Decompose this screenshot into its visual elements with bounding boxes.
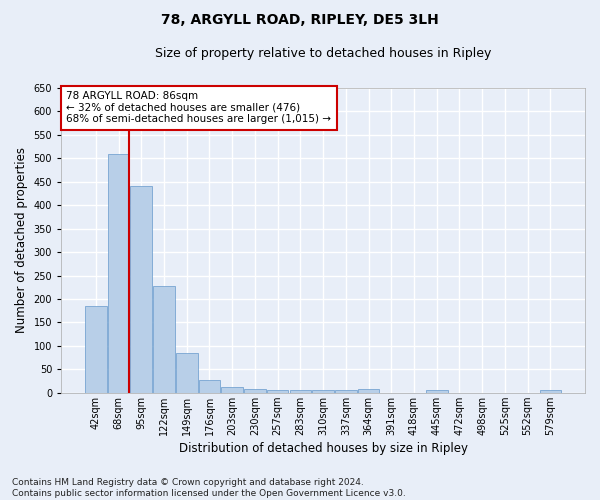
Bar bbox=[108, 154, 130, 393]
Bar bbox=[358, 389, 379, 393]
Bar bbox=[313, 390, 334, 393]
Bar bbox=[426, 390, 448, 393]
Bar bbox=[335, 390, 356, 393]
Bar bbox=[199, 380, 220, 393]
Bar bbox=[221, 386, 243, 393]
Bar bbox=[539, 390, 561, 393]
Y-axis label: Number of detached properties: Number of detached properties bbox=[15, 148, 28, 334]
X-axis label: Distribution of detached houses by size in Ripley: Distribution of detached houses by size … bbox=[179, 442, 467, 455]
Bar bbox=[290, 390, 311, 393]
Bar bbox=[85, 306, 107, 393]
Bar bbox=[267, 390, 289, 393]
Bar bbox=[153, 286, 175, 393]
Text: Contains HM Land Registry data © Crown copyright and database right 2024.
Contai: Contains HM Land Registry data © Crown c… bbox=[12, 478, 406, 498]
Text: 78 ARGYLL ROAD: 86sqm
← 32% of detached houses are smaller (476)
68% of semi-det: 78 ARGYLL ROAD: 86sqm ← 32% of detached … bbox=[67, 91, 331, 124]
Title: Size of property relative to detached houses in Ripley: Size of property relative to detached ho… bbox=[155, 48, 491, 60]
Bar bbox=[176, 354, 197, 393]
Text: 78, ARGYLL ROAD, RIPLEY, DE5 3LH: 78, ARGYLL ROAD, RIPLEY, DE5 3LH bbox=[161, 12, 439, 26]
Bar bbox=[130, 186, 152, 393]
Bar bbox=[244, 388, 266, 393]
